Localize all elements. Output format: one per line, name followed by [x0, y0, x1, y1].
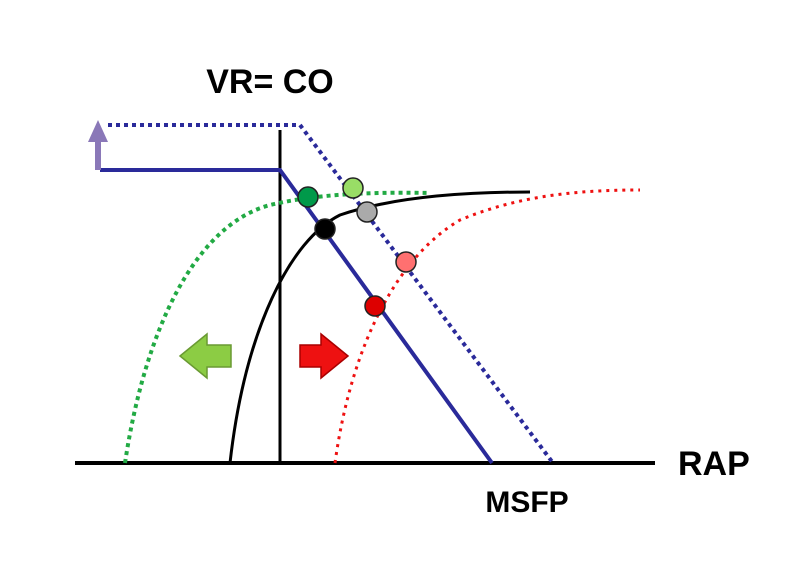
venous-return — [100, 168, 494, 465]
cardiac-curve-right — [333, 188, 641, 464]
point-light-green — [342, 177, 364, 199]
cardiac-curve — [228, 190, 531, 464]
title: VR= CO — [206, 63, 334, 101]
arrow-right — [299, 332, 350, 380]
arrow-left — [178, 332, 232, 380]
cardiac-curve-left — [123, 190, 431, 464]
point-gray — [356, 201, 378, 223]
point-pink — [395, 251, 417, 273]
x-axis-label: RAP — [678, 445, 750, 483]
point-black — [314, 218, 336, 240]
point-red — [364, 295, 386, 317]
msfp-label: MSFP — [485, 486, 568, 519]
venous-return-shifted — [108, 123, 555, 465]
shift-arrow-head — [88, 120, 108, 142]
point-dark-green — [297, 186, 319, 208]
